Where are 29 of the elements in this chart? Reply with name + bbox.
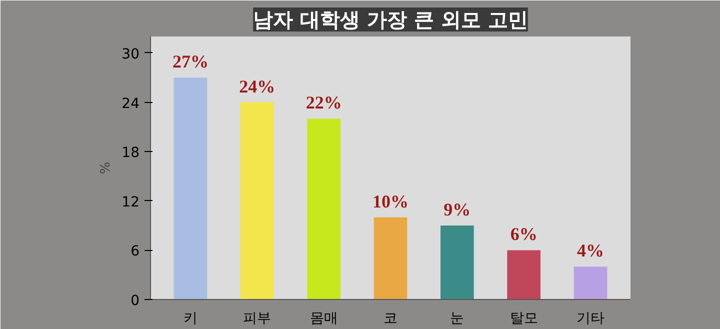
- x-tick-label: 눈: [450, 310, 464, 326]
- y-tick-label: 30: [122, 46, 140, 62]
- bar: [574, 266, 608, 300]
- x-tick-label: 코: [384, 310, 398, 326]
- bar: [374, 217, 408, 300]
- data-label: 9%: [444, 200, 471, 220]
- bar: [240, 102, 274, 300]
- y-tick-label: 6: [130, 244, 140, 260]
- y-tick-label: 18: [122, 145, 140, 162]
- x-tick-label: 기타: [576, 310, 604, 326]
- bar: [307, 118, 340, 300]
- data-label: 4%: [577, 240, 604, 261]
- y-tick-label: 24: [122, 96, 140, 112]
- y-tick-label: 0: [130, 293, 140, 309]
- bar: [440, 226, 474, 300]
- data-label: 24%: [239, 76, 276, 96]
- y-tick-label: 12: [122, 194, 140, 210]
- chart-title: 남자 대학생 가장 큰 외모 고민: [253, 8, 528, 32]
- x-tick-label: 피부: [243, 310, 272, 326]
- y-axis-title: %: [98, 162, 114, 174]
- x-tick-label: 탈모: [510, 310, 538, 326]
- x-tick-label: 키: [184, 310, 198, 326]
- data-label: 27%: [172, 52, 208, 72]
- bar: [507, 250, 540, 300]
- data-label: 10%: [372, 191, 408, 212]
- bar: [174, 78, 208, 300]
- x-tick-label: 몸매: [310, 310, 338, 326]
- data-label: 6%: [510, 224, 538, 244]
- data-label: 22%: [306, 92, 342, 113]
